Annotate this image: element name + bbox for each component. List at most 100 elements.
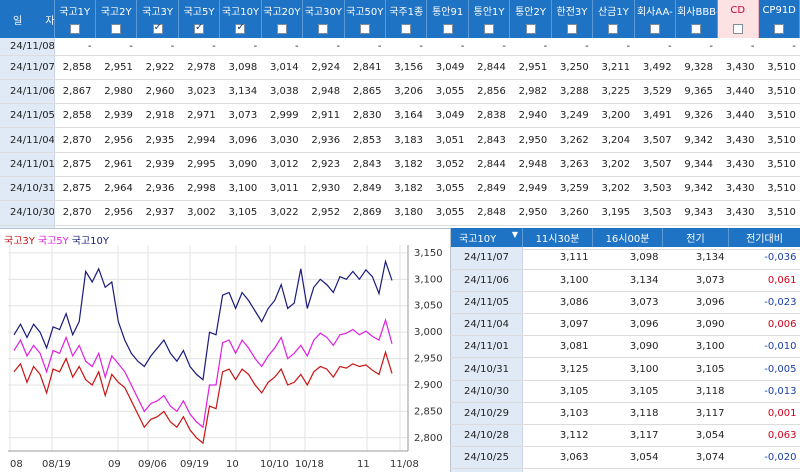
series-checkbox-cell: [509, 20, 552, 38]
column-header-9[interactable]: 통안91: [426, 0, 469, 20]
column-header-14[interactable]: 회사AA-: [634, 0, 677, 20]
rate-cell: -: [634, 38, 676, 56]
series-checkbox[interactable]: [484, 23, 495, 34]
detail-value-1130: 3,125: [522, 357, 593, 381]
detail-column-header[interactable]: 11시30분: [522, 228, 593, 247]
column-header-0[interactable]: 국고1Y: [54, 0, 96, 20]
table-row[interactable]: 24/11/05 2,858 2,939 2,918 2,971 3,073 2,999 2,…: [0, 103, 800, 129]
detail-column-header[interactable]: 전기대비: [728, 228, 800, 247]
column-header-11[interactable]: 통안2Y: [509, 0, 552, 20]
column-header-6[interactable]: 국고30Y: [302, 0, 345, 20]
detail-value-1600: 3,096: [592, 313, 663, 337]
series-checkbox[interactable]: [525, 23, 536, 34]
column-header-7[interactable]: 국고50Y: [344, 0, 387, 20]
detail-change: 0,063: [728, 424, 800, 448]
series-checkbox[interactable]: [318, 23, 329, 34]
series-checkbox-cell: [136, 20, 179, 38]
detail-column-header[interactable]: 전기: [662, 228, 729, 247]
detail-row[interactable]: 24/11/06 3,100 3,134 3,073 0,061: [450, 269, 800, 292]
detail-value-1130: 3,081: [522, 468, 593, 472]
detail-row[interactable]: 24/11/01 3,081 3,090 3,100 -0,010: [450, 335, 800, 359]
rate-cell: 9,343: [675, 200, 717, 226]
series-checkbox-cell: [468, 20, 511, 38]
column-header-3[interactable]: 국고5Y: [178, 0, 221, 20]
column-header-1[interactable]: 국고2Y: [95, 0, 138, 20]
date-column-header[interactable]: 일 자: [0, 0, 55, 38]
series-line-국고10Y: [13, 259, 393, 381]
column-header-5[interactable]: 국고20Y: [261, 0, 304, 20]
column-header-2[interactable]: 국고3Y: [136, 0, 179, 20]
detail-column-header[interactable]: 16시00분: [592, 228, 663, 247]
rate-cell: 2,875: [54, 152, 96, 177]
row-date: 24/11/04: [0, 127, 55, 153]
table-row[interactable]: 24/11/04 2,870 2,956 2,935 2,994 3,096 3,030 2,…: [0, 127, 800, 153]
column-header-16[interactable]: CD: [716, 0, 759, 20]
rate-cell: 2,844: [468, 55, 510, 80]
rate-cell: 3,049: [426, 103, 469, 129]
column-header-8[interactable]: 국주1종: [385, 0, 428, 20]
series-checkbox[interactable]: [608, 23, 619, 34]
table-row[interactable]: 24/11/07 2,858 2,951 2,922 2,978 3,098 3,014 2,…: [0, 55, 800, 80]
detail-row[interactable]: 24/10/29 3,103 3,118 3,117 0,001: [450, 402, 800, 426]
series-checkbox[interactable]: [359, 23, 370, 34]
rate-cell: 3,100: [219, 176, 262, 202]
dropdown-arrow-icon[interactable]: ▼: [511, 230, 518, 239]
detail-change: 0,001: [728, 402, 800, 426]
table-row[interactable]: 24/11/08- - - - - - - - - - - - - - - - - -: [0, 38, 800, 56]
series-checkbox[interactable]: [152, 22, 163, 34]
detail-row[interactable]: 24/10/28 3,112 3,117 3,054 0,063: [450, 424, 800, 448]
detail-table: 국고10Y ▼ 11시30분 16시00분 전기 전기대비 24/11/07 3,111 3,…: [450, 228, 800, 472]
x-tick-label: 08/19: [42, 459, 71, 470]
rate-cell: 2,843: [344, 152, 386, 177]
series-checkbox[interactable]: [276, 23, 287, 34]
series-checkbox[interactable]: [401, 23, 412, 34]
column-header-4[interactable]: 국고10Y: [219, 0, 262, 20]
detail-row[interactable]: 24/10/31 3,125 3,100 3,105 -0,005: [450, 357, 800, 381]
y-tick-label: 2,950: [414, 354, 443, 365]
x-tick-label: 10: [226, 459, 239, 470]
rate-cell: -: [509, 38, 552, 56]
rate-cell: -: [592, 38, 635, 56]
table-row[interactable]: 24/10/31 2,875 2,964 2,936 2,998 3,100 3,011 2,…: [0, 176, 800, 202]
table-row[interactable]: 24/11/01 2,875 2,961 2,939 2,995 3,090 3,012 2,…: [0, 152, 800, 177]
detail-prev: 3,100: [662, 335, 729, 359]
series-checkbox[interactable]: [235, 22, 246, 34]
detail-row[interactable]: 24/11/07 3,111 3,098 3,134 -0,036: [450, 247, 800, 270]
rate-cell: 2,951: [509, 55, 552, 80]
column-header-15[interactable]: 회사BBB-: [675, 0, 718, 20]
detail-value-1130: 3,100: [522, 269, 593, 292]
column-header-17[interactable]: CP91D: [758, 0, 800, 20]
rate-cell: 2,849: [344, 176, 386, 202]
rate-cell: 3,510: [758, 79, 800, 105]
rate-cell: 2,911: [302, 103, 345, 129]
detail-row[interactable]: 24/11/04 3,097 3,096 3,090 0,006: [450, 313, 800, 337]
series-checkbox[interactable]: [649, 23, 660, 34]
rate-cell: 2,918: [136, 103, 179, 129]
series-checkbox[interactable]: [732, 23, 743, 34]
detail-series-selector[interactable]: 국고10Y ▼: [450, 228, 523, 247]
column-header-12[interactable]: 한전3Y: [551, 0, 594, 20]
rate-cell: 2,978: [178, 55, 220, 80]
series-checkbox[interactable]: [111, 23, 122, 34]
series-checkbox[interactable]: [69, 23, 80, 34]
series-checkbox[interactable]: [691, 23, 702, 34]
rate-cell: 2,849: [468, 176, 510, 202]
legend-item: 국고10Y: [71, 236, 109, 247]
column-header-13[interactable]: 산금1Y: [592, 0, 635, 20]
rate-cell: 3,510: [758, 127, 800, 153]
series-checkbox[interactable]: [774, 23, 785, 34]
series-checkbox[interactable]: [566, 23, 577, 34]
detail-row[interactable]: 24/10/30 3,105 3,105 3,118 -0,013: [450, 380, 800, 403]
detail-row[interactable]: 24/10/25 3,063 3,054 3,074 -0,020: [450, 446, 800, 470]
table-row[interactable]: 24/10/30 2,870 2,956 2,937 3,002 3,105 3,022 2,…: [0, 200, 800, 226]
table-row[interactable]: 24/11/06 2,867 2,980 2,960 3,023 3,134 3,038 2,…: [0, 79, 800, 105]
y-tick-label: 2,850: [414, 406, 443, 417]
series-checkbox[interactable]: [442, 23, 453, 34]
column-header-10[interactable]: 통안1Y: [468, 0, 511, 20]
detail-row[interactable]: 24/11/05 3,086 3,073 3,096 -0,023: [450, 291, 800, 315]
date-header-label: 일 자: [13, 15, 53, 27]
series-checkbox[interactable]: [194, 22, 205, 34]
row-date: 24/10/31: [0, 176, 55, 202]
rate-cell: 2,841: [344, 55, 386, 80]
